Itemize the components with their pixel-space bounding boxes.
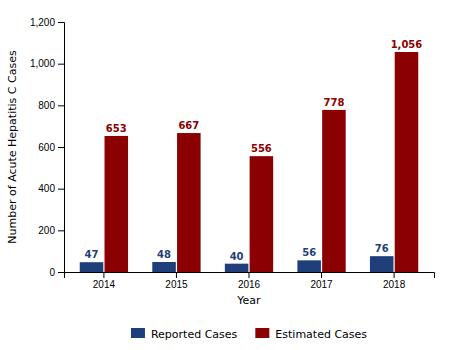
y-axis: 0 200 400 600 800 1,000 1,200 — [30, 17, 65, 278]
data-label: 47 — [85, 249, 99, 260]
legend-swatch — [131, 328, 145, 338]
y-tick-mark — [58, 272, 64, 273]
y-tick: 0 — [49, 267, 64, 278]
x-tick-mark — [103, 272, 104, 278]
data-label: 778 — [323, 97, 344, 108]
x-axis-title: Year — [236, 294, 261, 307]
y-axis-title: Number of Acute Hepatitis C Cases — [6, 50, 19, 244]
x-axis: 2014 2015 2016 2017 2018 — [65, 272, 435, 290]
y-tick-mark — [58, 64, 64, 65]
y-tick-label: 0 — [49, 267, 55, 278]
y-tick: 1,000 — [30, 58, 64, 69]
y-tick-label: 1,200 — [30, 17, 55, 28]
bar — [395, 52, 419, 272]
data-label: 40 — [230, 251, 244, 262]
bars — [80, 52, 419, 272]
x-tick-mark — [321, 272, 322, 278]
y-tick: 800 — [38, 100, 64, 111]
bar — [225, 264, 249, 272]
data-label: 48 — [157, 249, 171, 260]
data-labels: 47 48 40 56 76 653 667 556 778 1,056 — [85, 39, 423, 262]
data-label: 556 — [251, 143, 272, 154]
legend-label: Reported Cases — [151, 328, 238, 341]
y-tick-mark — [58, 22, 64, 23]
x-tick: 2015 — [165, 272, 188, 290]
legend-label: Estimated Cases — [275, 328, 367, 341]
y-tick-label: 800 — [38, 100, 55, 111]
x-tick-mark — [176, 272, 177, 278]
y-tick-mark — [58, 105, 64, 106]
y-tick-label: 400 — [38, 183, 55, 194]
bar — [370, 256, 394, 272]
legend-item: Reported Cases — [131, 328, 238, 341]
x-tick-label: 2017 — [310, 279, 333, 290]
data-label: 76 — [375, 243, 389, 254]
x-tick: 2017 — [310, 272, 333, 290]
data-label: 667 — [178, 120, 199, 131]
legend: Reported Cases Estimated Cases — [131, 328, 367, 341]
x-tick-mark — [249, 272, 250, 278]
y-tick-mark — [58, 147, 64, 148]
y-tick: 400 — [38, 183, 64, 194]
x-tick: 2018 — [383, 272, 406, 290]
x-tick-mark — [394, 272, 395, 278]
bar — [105, 136, 129, 272]
data-label: 653 — [106, 123, 127, 134]
bar — [297, 260, 321, 272]
y-tick: 1,200 — [30, 17, 64, 28]
y-axis-line — [58, 23, 65, 273]
bar — [250, 156, 274, 272]
bar — [152, 262, 176, 272]
x-tick: 2016 — [238, 272, 261, 290]
y-tick-label: 1,000 — [30, 58, 55, 69]
x-tick-label: 2014 — [93, 279, 116, 290]
y-tick: 600 — [38, 142, 64, 153]
data-label: 1,056 — [391, 39, 423, 50]
legend-swatch — [255, 328, 269, 338]
plot-area: 02004006008001,0001,20020142015201620172… — [30, 17, 435, 290]
y-tick-label: 200 — [38, 225, 55, 236]
chart: 02004006008001,0001,20020142015201620172… — [0, 0, 450, 350]
bar — [80, 262, 104, 272]
x-tick: 2014 — [93, 272, 116, 290]
x-axis-line — [65, 273, 435, 279]
bar-series — [105, 52, 419, 272]
bar — [322, 110, 346, 272]
y-tick-label: 600 — [38, 142, 55, 153]
x-tick-label: 2015 — [165, 279, 188, 290]
y-tick-mark — [58, 189, 64, 190]
bar — [177, 133, 201, 272]
data-label: 56 — [302, 247, 316, 258]
legend-item: Estimated Cases — [255, 328, 367, 341]
y-tick-mark — [58, 230, 64, 231]
x-tick-label: 2016 — [238, 279, 261, 290]
y-tick: 200 — [38, 225, 64, 236]
x-tick-label: 2018 — [383, 279, 406, 290]
